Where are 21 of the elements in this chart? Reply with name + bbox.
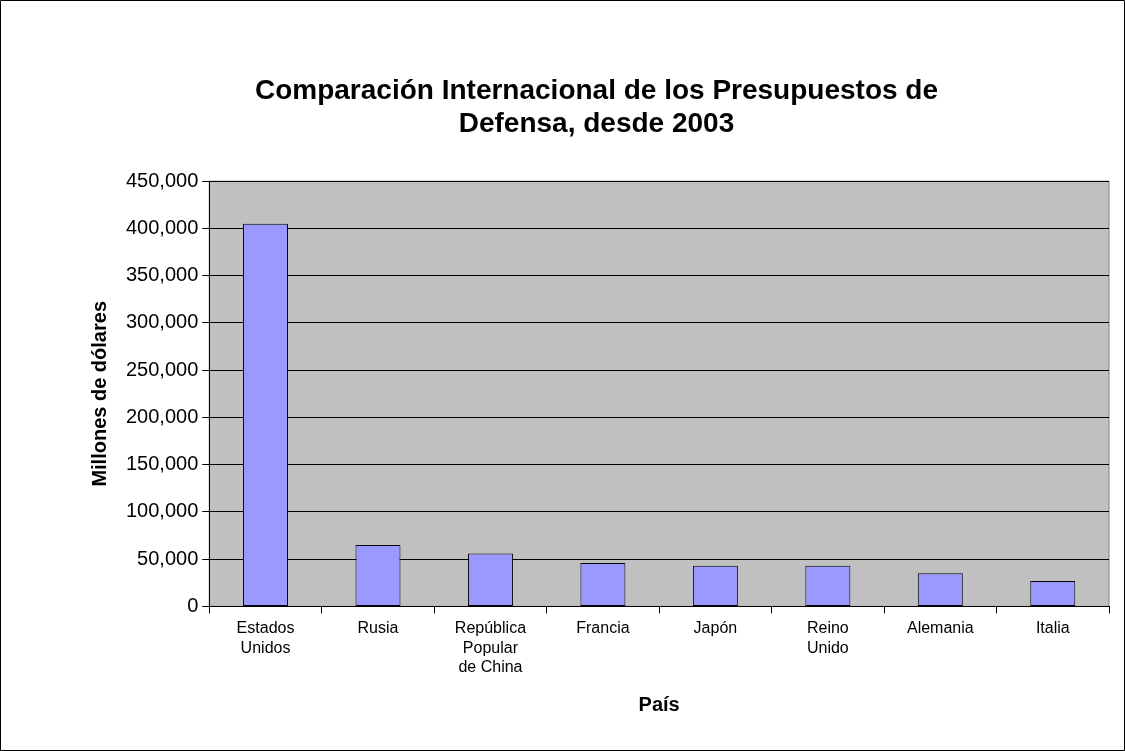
- x-tick-label: Alemania: [906, 619, 974, 637]
- x-tick-label: Japón: [693, 619, 738, 637]
- x-tick-label: República Popular de China: [454, 619, 527, 675]
- y-tick-label: 300,000: [126, 310, 199, 333]
- x-tick-label: Francia: [576, 619, 630, 637]
- y-tick-label: 0: [187, 593, 199, 616]
- x-tick-label: Estados Unidos: [236, 619, 295, 656]
- y-tick-label: 50,000: [137, 546, 199, 569]
- y-axis-title: Millones de dólares: [87, 301, 110, 487]
- x-tick-label: Reino Unido: [806, 619, 849, 656]
- y-tick-label: 200,000: [126, 404, 199, 427]
- y-tick-label: 100,000: [126, 499, 199, 522]
- chart-title: Comparación Internacional de los Presupuestos de Defensa, desde 2003: [254, 73, 939, 139]
- y-tick-label: 450,000: [126, 168, 199, 191]
- y-tick-label: 150,000: [126, 452, 199, 475]
- x-tick-label: Italia: [1035, 619, 1070, 637]
- x-tick-label: Rusia: [357, 619, 399, 637]
- y-tick-label: 250,000: [126, 357, 199, 380]
- y-tick-label: 350,000: [126, 263, 199, 286]
- x-axis-title: País: [638, 692, 680, 715]
- y-tick-label: 400,000: [126, 215, 199, 238]
